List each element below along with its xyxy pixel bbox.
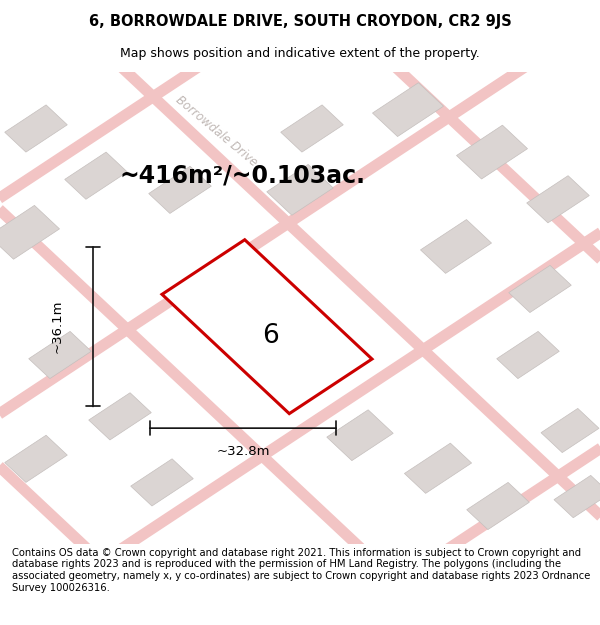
Polygon shape bbox=[497, 331, 559, 379]
Polygon shape bbox=[527, 176, 589, 223]
Polygon shape bbox=[89, 392, 151, 440]
Polygon shape bbox=[373, 82, 443, 136]
Polygon shape bbox=[421, 219, 491, 273]
Polygon shape bbox=[29, 331, 91, 379]
Polygon shape bbox=[5, 435, 67, 482]
Text: 6, BORROWDALE DRIVE, SOUTH CROYDON, CR2 9JS: 6, BORROWDALE DRIVE, SOUTH CROYDON, CR2 … bbox=[89, 14, 511, 29]
Polygon shape bbox=[65, 152, 127, 199]
Polygon shape bbox=[404, 443, 472, 493]
Polygon shape bbox=[0, 206, 59, 259]
Text: Borrowdale Drive: Borrowdale Drive bbox=[173, 93, 259, 169]
Polygon shape bbox=[267, 164, 333, 215]
Polygon shape bbox=[162, 240, 372, 414]
Polygon shape bbox=[327, 410, 393, 461]
Text: ~416m²/~0.103ac.: ~416m²/~0.103ac. bbox=[120, 164, 366, 188]
Polygon shape bbox=[541, 408, 599, 452]
Text: Contains OS data © Crown copyright and database right 2021. This information is : Contains OS data © Crown copyright and d… bbox=[12, 548, 590, 592]
Polygon shape bbox=[467, 482, 529, 529]
Polygon shape bbox=[509, 266, 571, 312]
Polygon shape bbox=[131, 459, 193, 506]
Text: 6: 6 bbox=[262, 323, 278, 349]
Polygon shape bbox=[149, 166, 211, 213]
Polygon shape bbox=[457, 125, 527, 179]
Polygon shape bbox=[5, 105, 67, 152]
Text: Map shows position and indicative extent of the property.: Map shows position and indicative extent… bbox=[120, 48, 480, 61]
Polygon shape bbox=[281, 105, 343, 152]
Text: ~36.1m: ~36.1m bbox=[50, 300, 64, 354]
Polygon shape bbox=[554, 476, 600, 518]
Text: ~32.8m: ~32.8m bbox=[216, 445, 270, 458]
